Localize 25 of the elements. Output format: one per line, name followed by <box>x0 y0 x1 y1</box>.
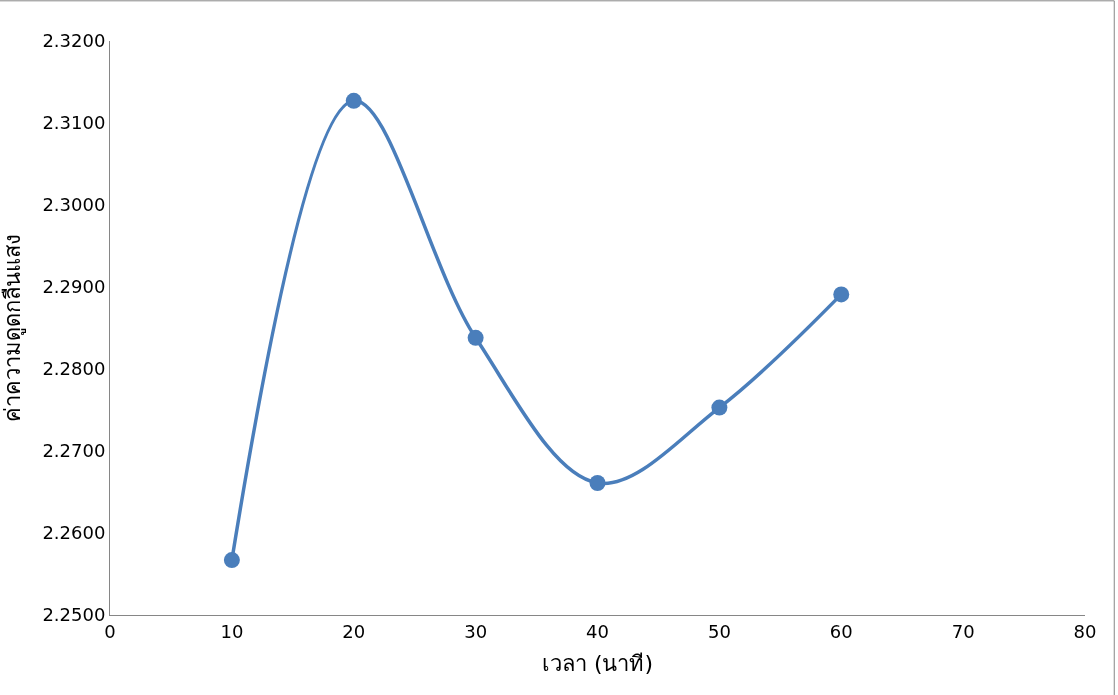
y-tick-label: 2.3200 <box>42 30 106 52</box>
x-tick-label: 10 <box>220 620 244 642</box>
y-tick-label: 2.2700 <box>42 440 106 462</box>
point <box>711 399 728 416</box>
point <box>223 552 240 569</box>
x-tick-label: 0 <box>104 620 116 642</box>
y-axis-title: ค่าความดูดกลืนแสง <box>0 234 27 422</box>
x-tick-label: 20 <box>342 620 366 642</box>
point <box>345 92 362 109</box>
y-tick-label: 2.3000 <box>42 194 106 216</box>
x-tick-label: 60 <box>829 620 853 642</box>
x-axis-title: เวลา (นาที) <box>541 651 654 677</box>
y-tick-label: 2.2800 <box>42 358 106 380</box>
y-tick-label: 2.3100 <box>42 112 106 134</box>
y-tick-label: 2.2600 <box>42 522 106 544</box>
point <box>589 474 606 491</box>
x-tick-label: 40 <box>586 620 609 642</box>
x-tick-label: 70 <box>951 620 975 642</box>
y-tick-label: 2.2500 <box>42 604 106 626</box>
x-tick-label: 30 <box>464 620 488 642</box>
point <box>833 286 850 303</box>
x-tick-label: 50 <box>707 620 731 642</box>
point <box>467 329 484 346</box>
x-tick-label: 80 <box>1073 620 1097 642</box>
y-tick-label: 2.2900 <box>42 276 106 298</box>
